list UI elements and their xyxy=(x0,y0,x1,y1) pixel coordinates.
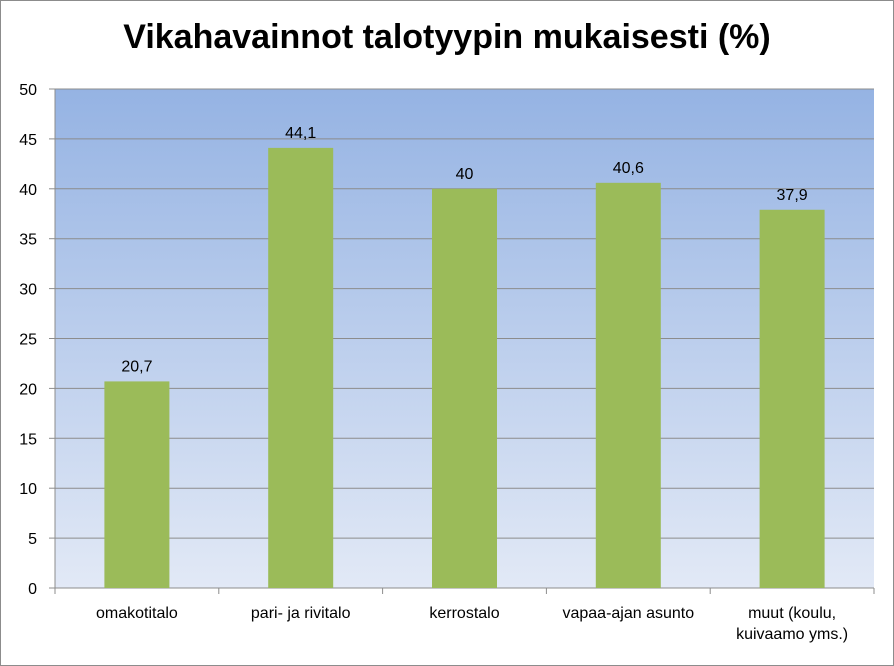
y-tick-label: 15 xyxy=(19,431,37,448)
y-tick-label: 20 xyxy=(19,381,37,398)
bar xyxy=(759,209,825,588)
y-tick-label: 25 xyxy=(19,332,37,349)
y-tick-label: 10 xyxy=(19,481,37,498)
y-tick-label: 0 xyxy=(28,581,37,598)
bar xyxy=(268,147,334,588)
y-tick-label: 40 xyxy=(19,182,37,199)
data-label: 20,7 xyxy=(121,358,152,375)
category-label: omakotitalo xyxy=(96,605,178,622)
y-tick-label: 45 xyxy=(19,132,37,149)
y-tick-label: 5 xyxy=(28,531,37,548)
data-label: 37,9 xyxy=(777,187,808,204)
y-tick-label: 30 xyxy=(19,282,37,299)
data-label: 40 xyxy=(456,166,474,183)
category-label: kuivaamo yms.) xyxy=(736,626,848,643)
category-label: kerrostalo xyxy=(429,605,499,622)
y-tick-label: 50 xyxy=(19,82,37,99)
chart-title: Vikahavainnot talotyypin mukaisesti (%) xyxy=(123,18,771,56)
bar xyxy=(595,182,661,588)
data-label: 44,1 xyxy=(285,125,316,142)
category-label: muut (koulu, xyxy=(748,605,836,622)
y-tick-label: 35 xyxy=(19,232,37,249)
bar xyxy=(432,188,497,589)
category-label: vapaa-ajan asunto xyxy=(562,605,694,622)
category-label: pari- ja rivitalo xyxy=(251,605,351,622)
data-label: 40,6 xyxy=(613,160,644,177)
bar xyxy=(104,381,170,588)
